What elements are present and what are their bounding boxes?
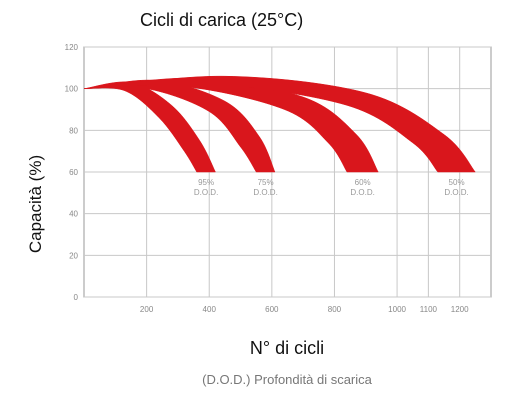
- series-bands: [83, 75, 476, 173]
- y-tick-label: 60: [69, 168, 78, 177]
- x-tick-label: 800: [328, 305, 342, 314]
- series-label-dod: D.O.D.: [350, 188, 374, 197]
- x-axis-label: N° di cicli: [249, 338, 325, 358]
- x-tick-label: 600: [265, 305, 279, 314]
- y-tick-label: 0: [74, 293, 79, 302]
- series-label-dod: D.O.D.: [253, 188, 277, 197]
- series-label-dod: D.O.D.: [194, 188, 218, 197]
- y-tick-label: 120: [65, 43, 79, 52]
- axes: 0 20 40 60 80 100 120 200 400 600 800 1000 1100 1200: [65, 43, 470, 314]
- x-tick-label: 1000: [388, 305, 406, 314]
- x-tick-label: 200: [140, 305, 154, 314]
- y-axis-label: Capacità (%): [26, 154, 45, 254]
- y-tick-label: 40: [69, 210, 78, 219]
- series-label-pct: 60%: [355, 178, 371, 187]
- series-label-pct: 50%: [449, 178, 465, 187]
- series-labels: 95%D.O.D.75%D.O.D.60%D.O.D.50%D.O.D.: [194, 178, 469, 197]
- x-tick-label: 1100: [420, 305, 438, 314]
- series-band-4: [83, 75, 476, 173]
- y-tick-label: 80: [69, 126, 78, 135]
- y-tick-label: 20: [69, 251, 78, 260]
- y-tick-label: 100: [65, 85, 79, 94]
- x-tick-label: 1200: [451, 305, 469, 314]
- chart-title: Cicli di carica (25°C): [140, 10, 304, 30]
- chart-subtitle: (D.O.D.) Profondità di scarica: [202, 372, 372, 387]
- x-tick-label: 400: [203, 305, 217, 314]
- series-label-pct: 95%: [198, 178, 214, 187]
- series-label-pct: 75%: [258, 178, 274, 187]
- series-label-dod: D.O.D.: [444, 188, 468, 197]
